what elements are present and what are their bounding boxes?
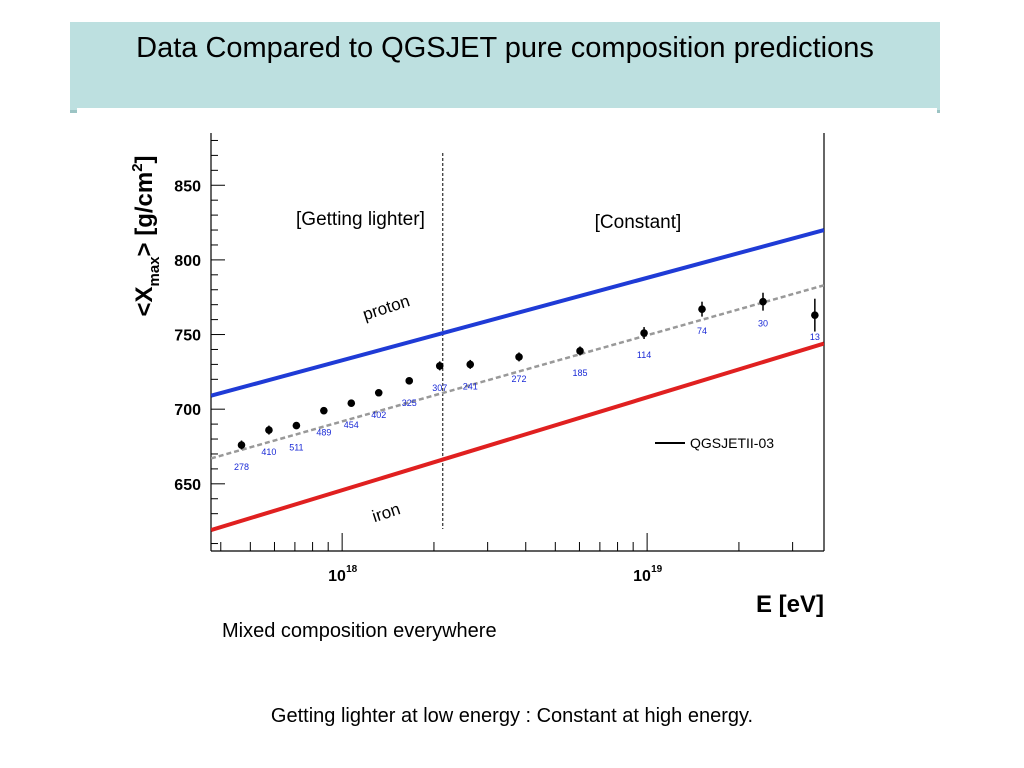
y-tick-label: 650	[174, 477, 201, 494]
y-axis-title-unit: > [g/cm	[131, 172, 158, 257]
slide-title: Data Compared to QGSJET pure composition…	[136, 32, 874, 64]
mixed-composition-caption: Mixed composition everywhere	[222, 620, 497, 642]
event-count-label: 307	[432, 383, 447, 393]
x-tick-label-exponent: 18	[346, 564, 358, 575]
data-marker	[640, 329, 648, 337]
y-axis-title-main: <X	[131, 287, 158, 317]
slide-title-banner: Data Compared to QGSJET pure composition…	[70, 22, 940, 113]
data-marker	[698, 305, 706, 313]
x-tick-label-exponent: 19	[651, 564, 663, 575]
y-axis-title: <Xmax> [g/cm2]	[129, 155, 163, 316]
data-marker	[320, 406, 328, 415]
event-count-label: 74	[697, 326, 707, 336]
data-point: 74	[697, 301, 707, 336]
data-point: 307	[432, 361, 447, 393]
event-count-label: 489	[316, 428, 331, 438]
x-tick-label: 10 18	[328, 564, 358, 585]
iron-series-label: iron	[370, 499, 403, 526]
data-point: 114	[637, 327, 651, 360]
data-marker	[435, 362, 444, 370]
data-marker	[466, 360, 475, 369]
data-point: 272	[512, 352, 527, 384]
data-point: 30	[758, 292, 768, 329]
proton-series-label: proton	[360, 291, 412, 324]
data-marker	[576, 347, 584, 355]
data-marker	[811, 311, 819, 319]
legend-label: QGSJETII-03	[690, 435, 774, 451]
bottom-caption: Getting lighter at low energy : Constant…	[270, 705, 754, 727]
data-point: 278	[234, 440, 249, 472]
event-count-label: 30	[758, 319, 768, 329]
data-marker	[374, 388, 383, 397]
proton-series-line	[211, 228, 824, 398]
y-tick-label: 700	[174, 402, 201, 419]
event-count-label: 402	[371, 410, 386, 420]
y-axis-title-close: ]	[131, 155, 158, 163]
data-marker	[759, 297, 767, 306]
data-point: 185	[573, 346, 588, 378]
event-count-label: 278	[234, 462, 249, 472]
data-point: 489	[316, 406, 331, 438]
event-count-label: 325	[402, 398, 417, 408]
data-point: 410	[261, 425, 276, 457]
data-point: 325	[402, 377, 417, 408]
event-count-label: 241	[463, 381, 478, 391]
y-axis-title-subscript: max	[146, 256, 163, 287]
data-marker	[405, 377, 414, 385]
data-point: 511	[289, 421, 304, 453]
data-marker	[265, 426, 273, 434]
iron-series-line	[211, 341, 824, 533]
data-point: 241	[463, 359, 478, 391]
y-tick-label: 800	[174, 253, 201, 270]
y-axis-title-superscript: 2	[129, 163, 146, 171]
x-axis-title: E [eV]	[756, 591, 824, 618]
event-count-label: 410	[261, 447, 276, 457]
fit-series-line	[211, 284, 824, 460]
region-label-constant: [Constant]	[595, 212, 682, 233]
x-tick-label-base: 10	[328, 568, 346, 585]
event-count-label: 511	[289, 443, 303, 453]
data-point: 13	[810, 298, 820, 342]
x-tick-label: 10 19	[633, 564, 663, 585]
y-tick-label: 850	[174, 178, 201, 195]
data-point: 402	[371, 388, 386, 420]
data-marker	[237, 441, 246, 449]
data-marker	[347, 399, 356, 408]
data-marker	[515, 353, 523, 361]
y-tick-label: 750	[174, 328, 201, 345]
data-marker	[292, 421, 301, 430]
event-count-label: 114	[637, 350, 651, 360]
chart-legend: QGSJETII-03	[655, 435, 774, 451]
x-tick-label-base: 10	[633, 568, 651, 585]
event-count-label: 13	[810, 332, 820, 342]
event-count-label: 272	[512, 374, 527, 384]
event-count-label: 185	[573, 368, 588, 378]
plot-panel: 650 700 750 800 850 10 18 10 19 278 410 511 489 454 40…	[77, 108, 937, 656]
data-point: 454	[344, 399, 359, 430]
event-count-label: 454	[344, 420, 359, 430]
region-label-getting-lighter: [Getting lighter]	[296, 209, 425, 230]
